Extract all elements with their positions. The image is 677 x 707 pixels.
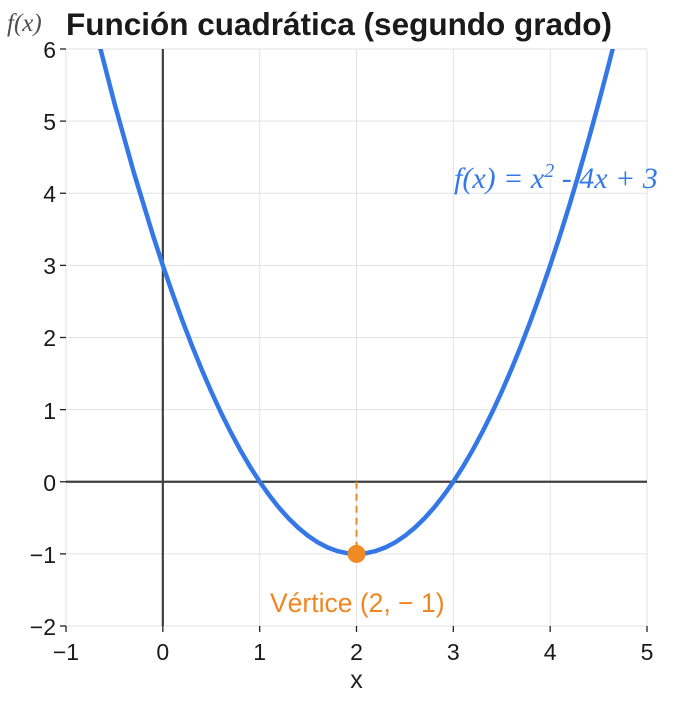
svg-text:−1: −1 (53, 639, 79, 665)
svg-text:1: 1 (43, 398, 56, 424)
svg-text:−2: −2 (30, 614, 56, 640)
svg-text:f(x) = x2 - 4x + 3: f(x) = x2 - 4x + 3 (454, 160, 658, 195)
svg-text:1: 1 (253, 639, 266, 665)
svg-text:0: 0 (156, 639, 169, 665)
svg-text:Función cuadrática (segundo gr: Función cuadrática (segundo grado) (66, 6, 612, 42)
svg-text:4: 4 (544, 639, 557, 665)
svg-text:2: 2 (350, 639, 363, 665)
svg-text:2: 2 (43, 325, 56, 351)
svg-text:3: 3 (447, 639, 460, 665)
svg-text:5: 5 (43, 109, 56, 135)
svg-text:f(x): f(x) (7, 10, 42, 37)
svg-text:6: 6 (43, 37, 56, 63)
svg-text:−1: −1 (30, 542, 56, 568)
svg-text:5: 5 (641, 639, 654, 665)
svg-text:Vértice (2, − 1): Vértice (2, − 1) (270, 588, 445, 618)
svg-text:0: 0 (43, 470, 56, 496)
svg-text:3: 3 (43, 253, 56, 279)
svg-text:x: x (350, 666, 363, 694)
svg-text:4: 4 (43, 181, 56, 207)
